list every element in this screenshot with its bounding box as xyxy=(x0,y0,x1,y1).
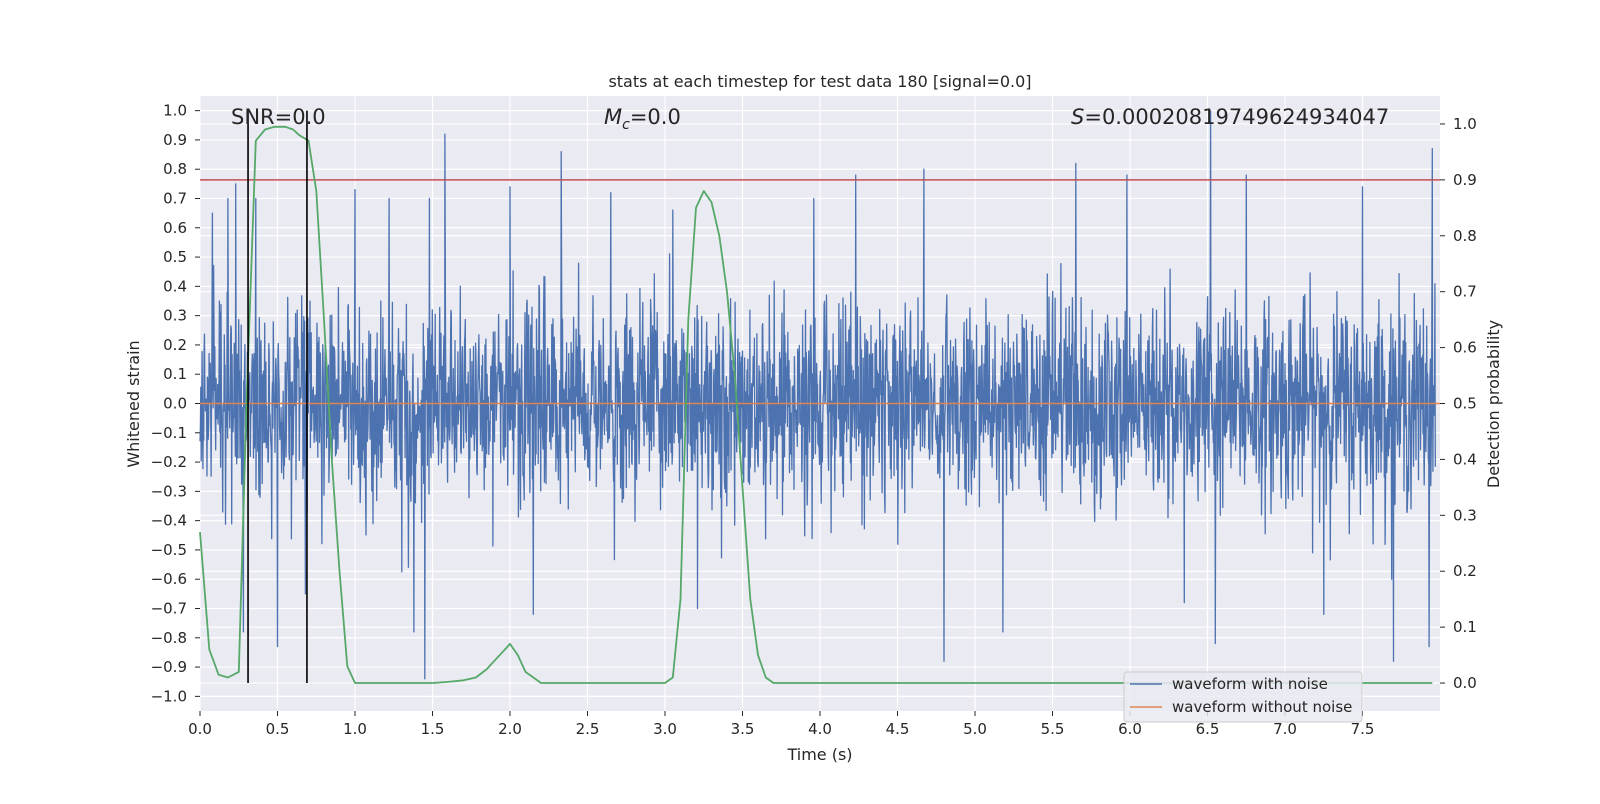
x-tick-label: 0.0 xyxy=(188,720,212,738)
noise-waveform-line xyxy=(199,109,1436,680)
detection-probability-line xyxy=(199,125,1433,684)
legend-entry-noise: waveform with noise xyxy=(1172,675,1328,693)
y-tick-label: 0.2 xyxy=(163,336,187,354)
x-tick-label: 6.0 xyxy=(1118,720,1142,738)
y2-tick-label: 0.7 xyxy=(1453,283,1477,301)
x-tick-label: 2.0 xyxy=(498,720,522,738)
y2-tick-label: 0.4 xyxy=(1453,450,1477,468)
y-tick-label: −0.8 xyxy=(151,629,187,647)
x-tick-label: 3.5 xyxy=(731,720,755,738)
y2-tick-label: 0.6 xyxy=(1453,339,1477,357)
y2-tick-label: 0.9 xyxy=(1453,171,1477,189)
x-tick-label: 7.5 xyxy=(1351,720,1375,738)
y2-tick-label: 0.8 xyxy=(1453,227,1477,245)
y2-tick-label: 0.3 xyxy=(1453,506,1477,524)
y2-tick-label: 1.0 xyxy=(1453,115,1477,133)
y2-tick-label: 0.1 xyxy=(1453,618,1477,636)
mc-symbol: M xyxy=(604,105,622,129)
x-tick-label: 3.0 xyxy=(653,720,677,738)
mc-annotation: Mc=0.0 xyxy=(604,105,681,133)
y2-tick-label: 0.2 xyxy=(1453,562,1477,580)
chart-title: stats at each timestep for test data 180… xyxy=(608,72,1031,91)
mc-subscript: c xyxy=(622,117,630,133)
y-tick-label: −0.3 xyxy=(151,482,187,500)
y-tick-label: 0.1 xyxy=(163,365,187,383)
y-tick-label: 1.0 xyxy=(163,102,187,120)
x-tick-label: 1.5 xyxy=(421,720,445,738)
y-tick-label: −0.5 xyxy=(151,541,187,559)
legend: waveform with noise waveform without noi… xyxy=(1123,671,1363,723)
x-tick-label: 4.0 xyxy=(808,720,832,738)
y-tick-label: −0.1 xyxy=(151,424,187,442)
y-axis-label: Whitened strain xyxy=(124,340,143,467)
y-tick-label: 0.6 xyxy=(163,219,187,237)
x-tick-label: 5.0 xyxy=(963,720,987,738)
line-series xyxy=(199,110,1440,684)
snr-annotation: SNR=0.0 xyxy=(231,105,326,129)
x-tick-label: 1.0 xyxy=(343,720,367,738)
y-tick-label: 0.8 xyxy=(163,160,187,178)
x-axis-label: Time (s) xyxy=(786,745,852,764)
y-tick-label: 0.5 xyxy=(163,248,187,266)
y-tick-label: 0.9 xyxy=(163,131,187,149)
y-tick-label: 0.7 xyxy=(163,190,187,208)
y-tick-label: −0.4 xyxy=(151,512,187,530)
y-tick-label: −0.2 xyxy=(151,453,187,471)
legend-entry-clean: waveform without noise xyxy=(1172,698,1352,716)
y2-tick-label: 0.5 xyxy=(1453,395,1477,413)
y-tick-label: 0.4 xyxy=(163,277,187,295)
ticks: 0.0 0.5 1.0 1.5 2.0 2.5 3.0 3.5 4.0 4.5 5.0 5.5 6.0 6… xyxy=(151,102,1477,738)
y-tick-label: 0.3 xyxy=(163,307,187,325)
y-tick-label: −0.9 xyxy=(151,658,187,676)
x-tick-label: 4.5 xyxy=(886,720,910,738)
x-tick-label: 5.5 xyxy=(1041,720,1065,738)
x-tick-label: 2.5 xyxy=(576,720,600,738)
y-tick-label: −0.6 xyxy=(151,570,187,588)
s-annotation: S=0.00020819749624934047 xyxy=(1071,105,1389,129)
y-tick-label: −1.0 xyxy=(151,687,187,705)
s-value: =0.00020819749624934047 xyxy=(1084,105,1389,129)
x-tick-label: 7.0 xyxy=(1273,720,1297,738)
y2-tick-label: 0.0 xyxy=(1453,674,1477,692)
mc-value: =0.0 xyxy=(630,105,681,129)
y2-axis-label: Detection probability xyxy=(1484,320,1503,488)
legend-box xyxy=(1123,671,1363,723)
x-tick-label: 6.5 xyxy=(1196,720,1220,738)
y-tick-label: −0.7 xyxy=(151,600,187,618)
x-tick-label: 0.5 xyxy=(266,720,290,738)
s-symbol: S xyxy=(1071,105,1084,129)
y-tick-label: 0.0 xyxy=(163,395,187,413)
noise-series xyxy=(199,109,1436,680)
